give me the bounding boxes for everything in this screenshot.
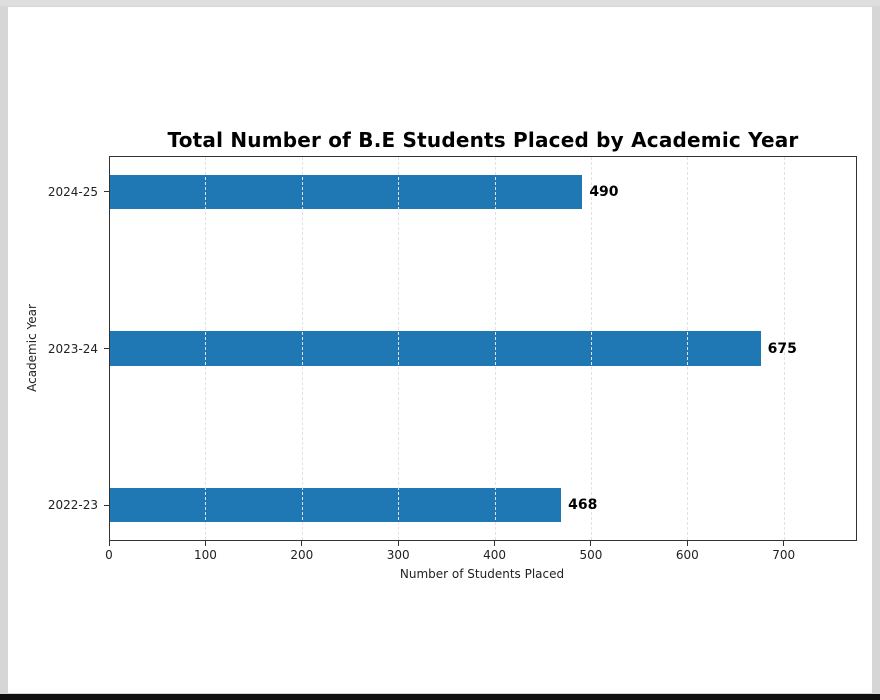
x-gridline — [398, 157, 400, 540]
y-tick-label: 2023-24 — [47, 341, 98, 356]
x-tick-mark — [204, 541, 206, 546]
x-tick-mark — [301, 541, 303, 546]
x-tick-label: 500 — [579, 548, 603, 562]
x-tick-mark — [686, 541, 688, 546]
x-gridline — [205, 157, 207, 540]
y-tick-label: 2022-23 — [47, 498, 98, 512]
x-tick-mark — [108, 541, 110, 546]
plot-area: 468 675 490 — [109, 156, 857, 541]
bar-2022-23 — [110, 487, 562, 523]
chart-title: Total Number of B.E Students Placed by A… — [167, 128, 799, 152]
bar-value-label: 675 — [767, 340, 797, 357]
y-tick-label: 2024-25 — [47, 184, 98, 199]
x-gridline — [301, 157, 303, 540]
y-tick-mark — [104, 348, 109, 349]
y-axis-label: Academic Year — [25, 304, 39, 392]
x-tick-label: 200 — [290, 548, 314, 562]
x-tick-mark — [590, 541, 592, 546]
x-tick-label: 300 — [386, 548, 410, 562]
x-tick-label: 0 — [105, 548, 113, 562]
x-tick-label: 600 — [675, 548, 699, 562]
window-top-border — [0, 0, 880, 6]
window-bottom-border — [0, 694, 880, 700]
bar-value-label: 490 — [589, 183, 619, 200]
x-gridline — [494, 157, 496, 540]
x-gridline — [783, 157, 785, 540]
x-tick-mark — [494, 541, 496, 546]
x-gridline — [687, 157, 689, 540]
y-tick-mark — [104, 504, 109, 506]
y-tick-mark — [104, 191, 109, 193]
x-gridline — [590, 157, 592, 540]
bar-2023-24 — [110, 331, 761, 366]
x-axis-label: Number of Students Placed — [399, 567, 565, 581]
x-tick-label: 100 — [193, 548, 217, 562]
bar-value-label: 468 — [568, 497, 598, 513]
x-tick-mark — [397, 541, 399, 546]
x-tick-mark — [783, 541, 785, 546]
x-tick-label: 400 — [483, 548, 507, 562]
bar-2024-25 — [110, 174, 583, 210]
x-tick-label: 700 — [772, 548, 796, 562]
